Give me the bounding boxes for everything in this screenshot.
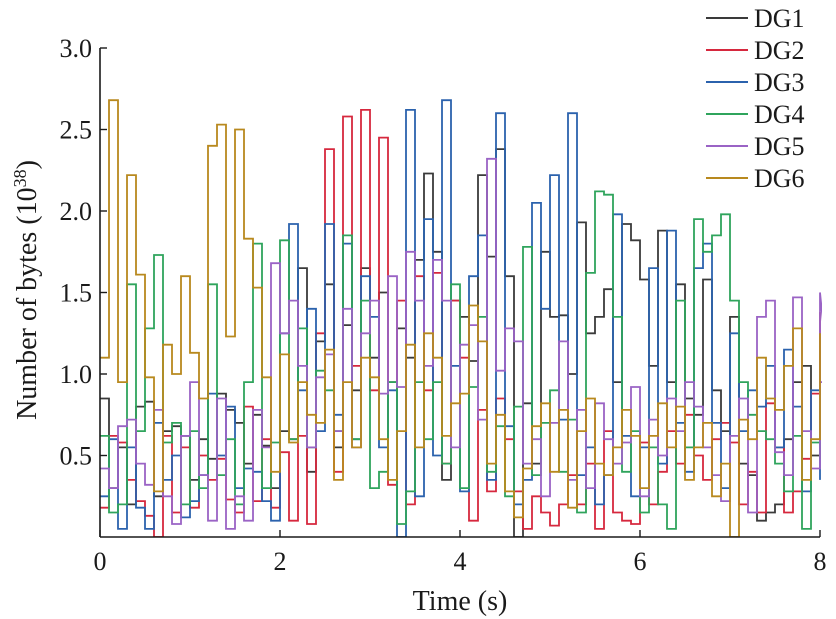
legend-label-dg4: DG4 [754,100,805,129]
y-tick-label: 1.5 [60,279,93,308]
y-tick-label: 1.0 [60,360,93,389]
y-tick-label: 3.0 [60,34,93,63]
x-axis-title: Time (s) [413,586,508,617]
legend-label-dg3: DG3 [754,68,805,97]
legend: DG1 DG2 DG3 DG4 DG5 DG6 [706,4,805,193]
x-tick-label: 2 [274,547,287,576]
x-tick-label: 6 [634,547,647,576]
series-layer [100,99,822,537]
x-tick-label: 8 [814,547,827,576]
legend-label-dg6: DG6 [754,164,805,193]
legend-label-dg5: DG5 [754,132,805,161]
y-axis-title-close: ) [12,160,43,169]
x-tick-label: 4 [454,547,467,576]
x-tick-label: 0 [94,547,107,576]
y-tick-label: 2.5 [60,116,93,145]
series-line-dg3 [100,99,821,537]
series-line-dg5 [100,157,822,530]
series-line-dg6 [100,99,821,537]
ticks: 0 2 4 6 8 0.5 1.0 1.5 2.0 2.5 3.0 [60,34,827,576]
y-tick-label: 2.0 [60,197,93,226]
legend-label-dg2: DG2 [754,36,805,65]
y-axis-title-exponent: 38 [10,169,30,187]
y-axis-title-main: Number of bytes (10 [12,187,43,420]
y-axis-title: Number of bytes (1038) [10,160,43,420]
series-line-dg4 [100,190,821,530]
legend-label-dg1: DG1 [754,4,805,33]
y-tick-label: 0.5 [60,442,93,471]
